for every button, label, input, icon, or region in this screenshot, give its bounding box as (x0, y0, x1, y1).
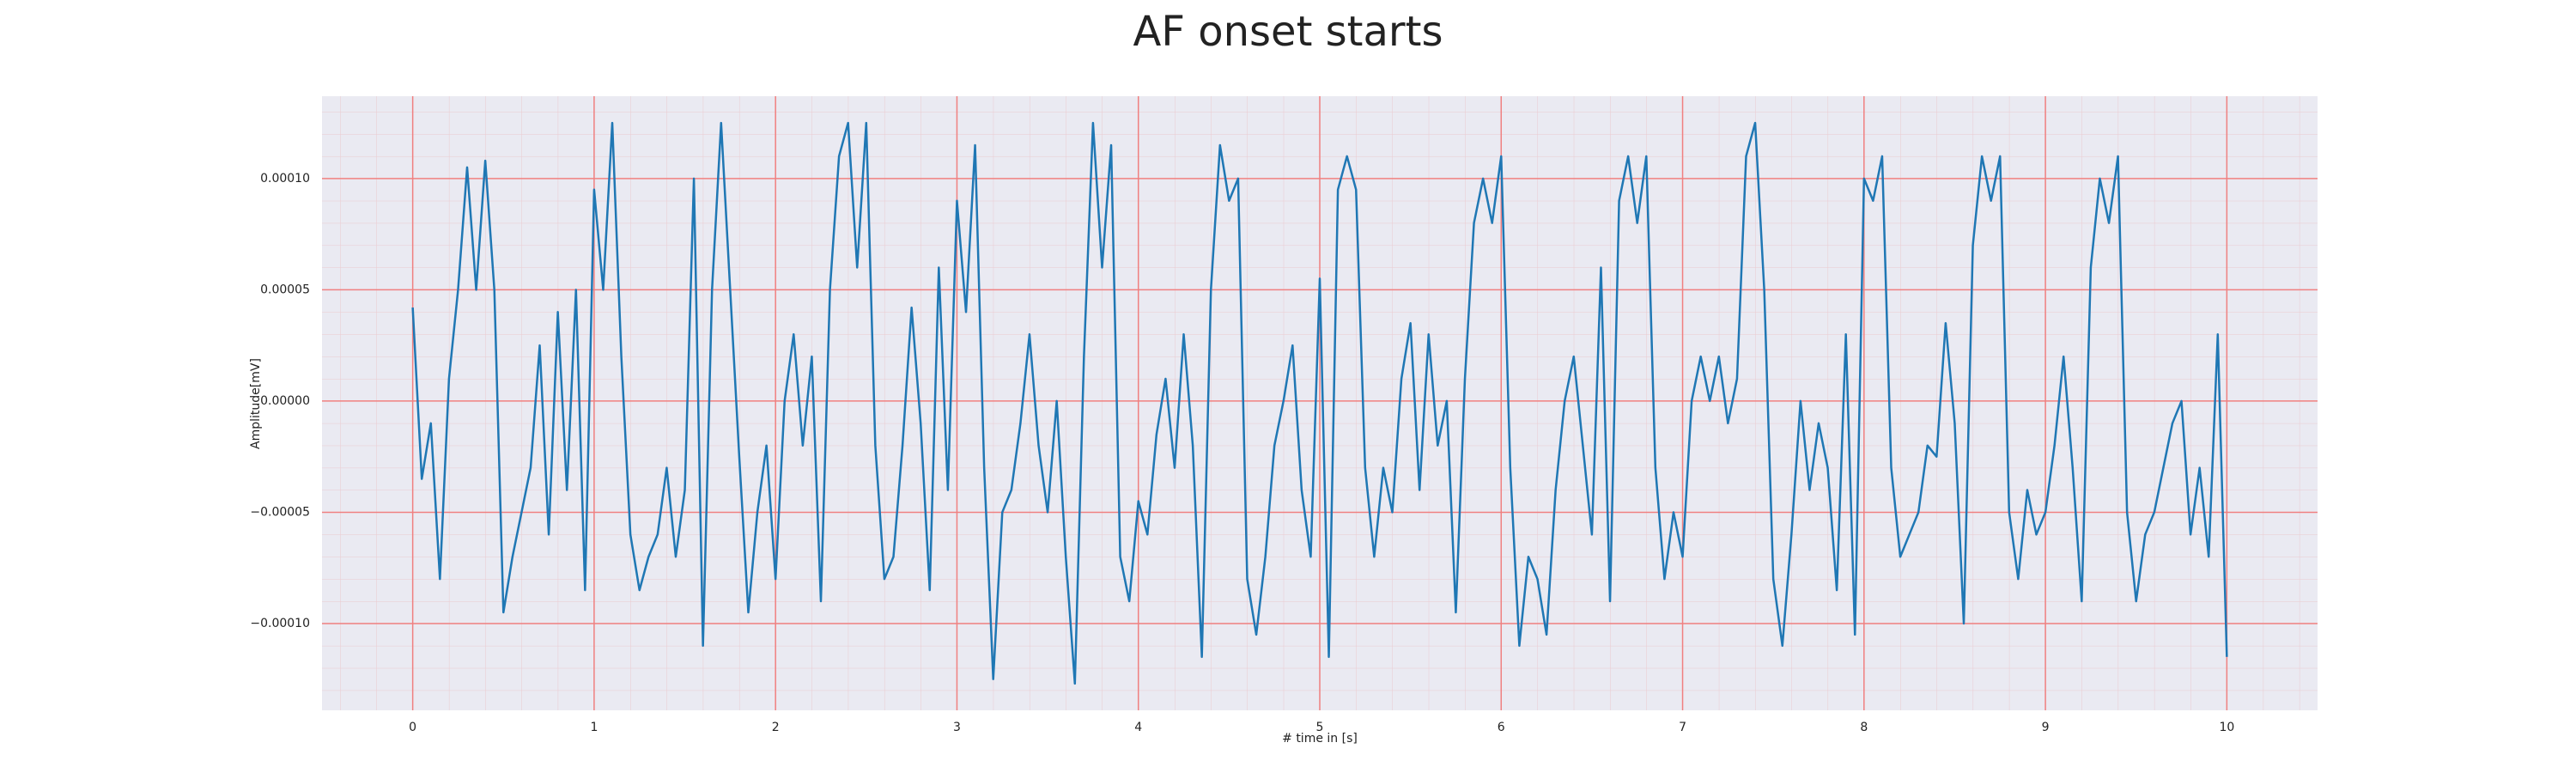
y-tick-label: 0.00005 (260, 283, 310, 296)
x-tick-label: 2 (772, 721, 780, 734)
x-tick-label: 0 (409, 721, 416, 734)
chart-title: AF onset starts (1133, 8, 1443, 56)
x-tick-label: 10 (2219, 721, 2234, 734)
x-tick-label: 5 (1316, 721, 1324, 734)
y-tick-label: −0.00010 (250, 617, 310, 630)
x-tick-label: 6 (1498, 721, 1505, 734)
x-tick-label: 1 (590, 721, 598, 734)
x-tick-label: 8 (1860, 721, 1868, 734)
x-tick-label: 3 (953, 721, 961, 734)
y-tick-label: 0.00010 (260, 172, 310, 186)
x-tick-label: 4 (1134, 721, 1142, 734)
y-axis-label: Amplitude[mV] (249, 358, 263, 449)
x-axis-label: # time in [s] (1282, 732, 1358, 746)
x-tick-label: 9 (2042, 721, 2050, 734)
signal-line (411, 121, 2228, 685)
x-tick-label: 7 (1679, 721, 1686, 734)
y-tick-label: 0.00000 (260, 394, 310, 408)
y-tick-label: −0.00005 (250, 505, 310, 519)
